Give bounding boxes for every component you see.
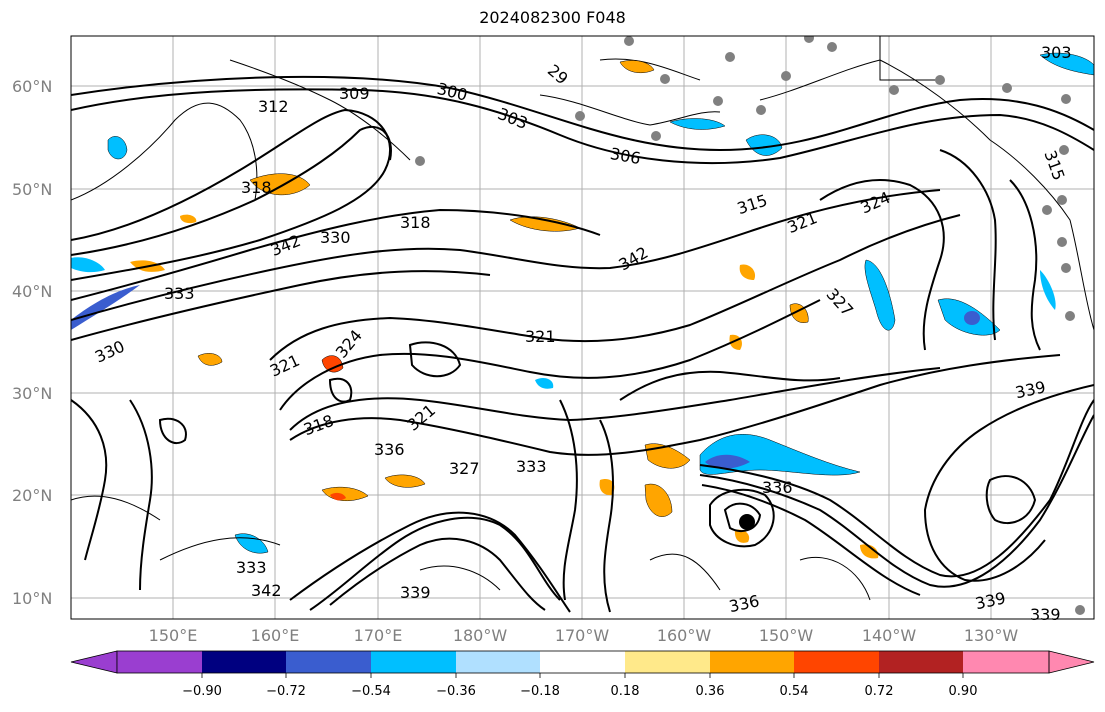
lon-label: 170°W (554, 626, 610, 645)
colorbar (70, 650, 1095, 678)
contour-label: 303 (1041, 43, 1072, 62)
lat-label: 60°N (12, 77, 53, 96)
lat-label: 50°N (12, 180, 53, 199)
negative-shading (71, 52, 1094, 554)
contour-label: 339 (1030, 605, 1061, 624)
contour-label: 336 (762, 478, 793, 497)
lon-label: 130°W (963, 626, 1019, 645)
contour-label: 321 (525, 327, 556, 346)
lon-label: 150°E (148, 626, 198, 645)
lat-label: 20°N (12, 486, 53, 505)
colorbar-tick-label: −0.54 (351, 684, 391, 699)
contour-label: 318 (400, 213, 431, 232)
colorbar-tick-label: 0.72 (864, 684, 894, 699)
cyclone-center-marker (739, 514, 755, 530)
contour-label: 333 (164, 284, 195, 303)
contour-label: 339 (400, 583, 431, 602)
lon-label: 180°W (452, 626, 508, 645)
contour-label: 312 (258, 97, 289, 116)
colorbar-tick-label: 0.36 (695, 684, 725, 699)
plot-title: 2024082300 F048 (479, 8, 626, 27)
colorbar-tick-label: 0.54 (779, 684, 809, 699)
colorbar-segment (371, 651, 456, 673)
thin-contours (71, 495, 871, 601)
colorbar-segment (286, 651, 371, 673)
colorbar-segment (625, 651, 710, 673)
colorbar-segment (540, 651, 625, 673)
contour-label: 342 (251, 581, 282, 600)
lon-label: 140°W (861, 626, 917, 645)
contour-label: 330 (320, 228, 351, 247)
colorbar-segment (710, 651, 794, 673)
contour-label: 336 (374, 440, 405, 459)
colorbar-outline (116, 650, 1050, 674)
colorbar-segment (963, 651, 1049, 673)
contour-label: 327 (449, 459, 480, 478)
colorbar-extend-right (1048, 650, 1095, 674)
contour-label: 333 (236, 558, 267, 577)
contour-label: 333 (516, 457, 547, 476)
colorbar-segment (202, 651, 286, 673)
colorbar-tick-label: 0.18 (610, 684, 640, 699)
lon-label: 160°W (656, 626, 712, 645)
colorbar-tick-label: −0.72 (266, 684, 306, 699)
lat-label: 30°N (12, 384, 53, 403)
station-markers (415, 36, 1085, 615)
contour-label: 309 (339, 84, 370, 103)
colorbar-segment (879, 651, 963, 673)
lat-label: 40°N (12, 282, 53, 301)
height-contours (71, 75, 1094, 613)
colorbar-tick-label: 0.90 (948, 684, 978, 699)
colorbar-segment (117, 651, 202, 673)
colorbar-segment (794, 651, 879, 673)
lon-label: 150°W (758, 626, 814, 645)
colorbar-extend-left (70, 650, 118, 674)
colorbar-segment (456, 651, 540, 673)
colorbar-tick-label: −0.36 (436, 684, 476, 699)
lon-label: 160°E (250, 626, 300, 645)
colorbar-tick-label: −0.18 (520, 684, 560, 699)
lon-label: 170°E (353, 626, 403, 645)
map-frame (70, 35, 1095, 620)
contour-label: 318 (241, 178, 272, 197)
lat-label: 10°N (12, 589, 53, 608)
colorbar-tick-label: −0.90 (182, 684, 222, 699)
